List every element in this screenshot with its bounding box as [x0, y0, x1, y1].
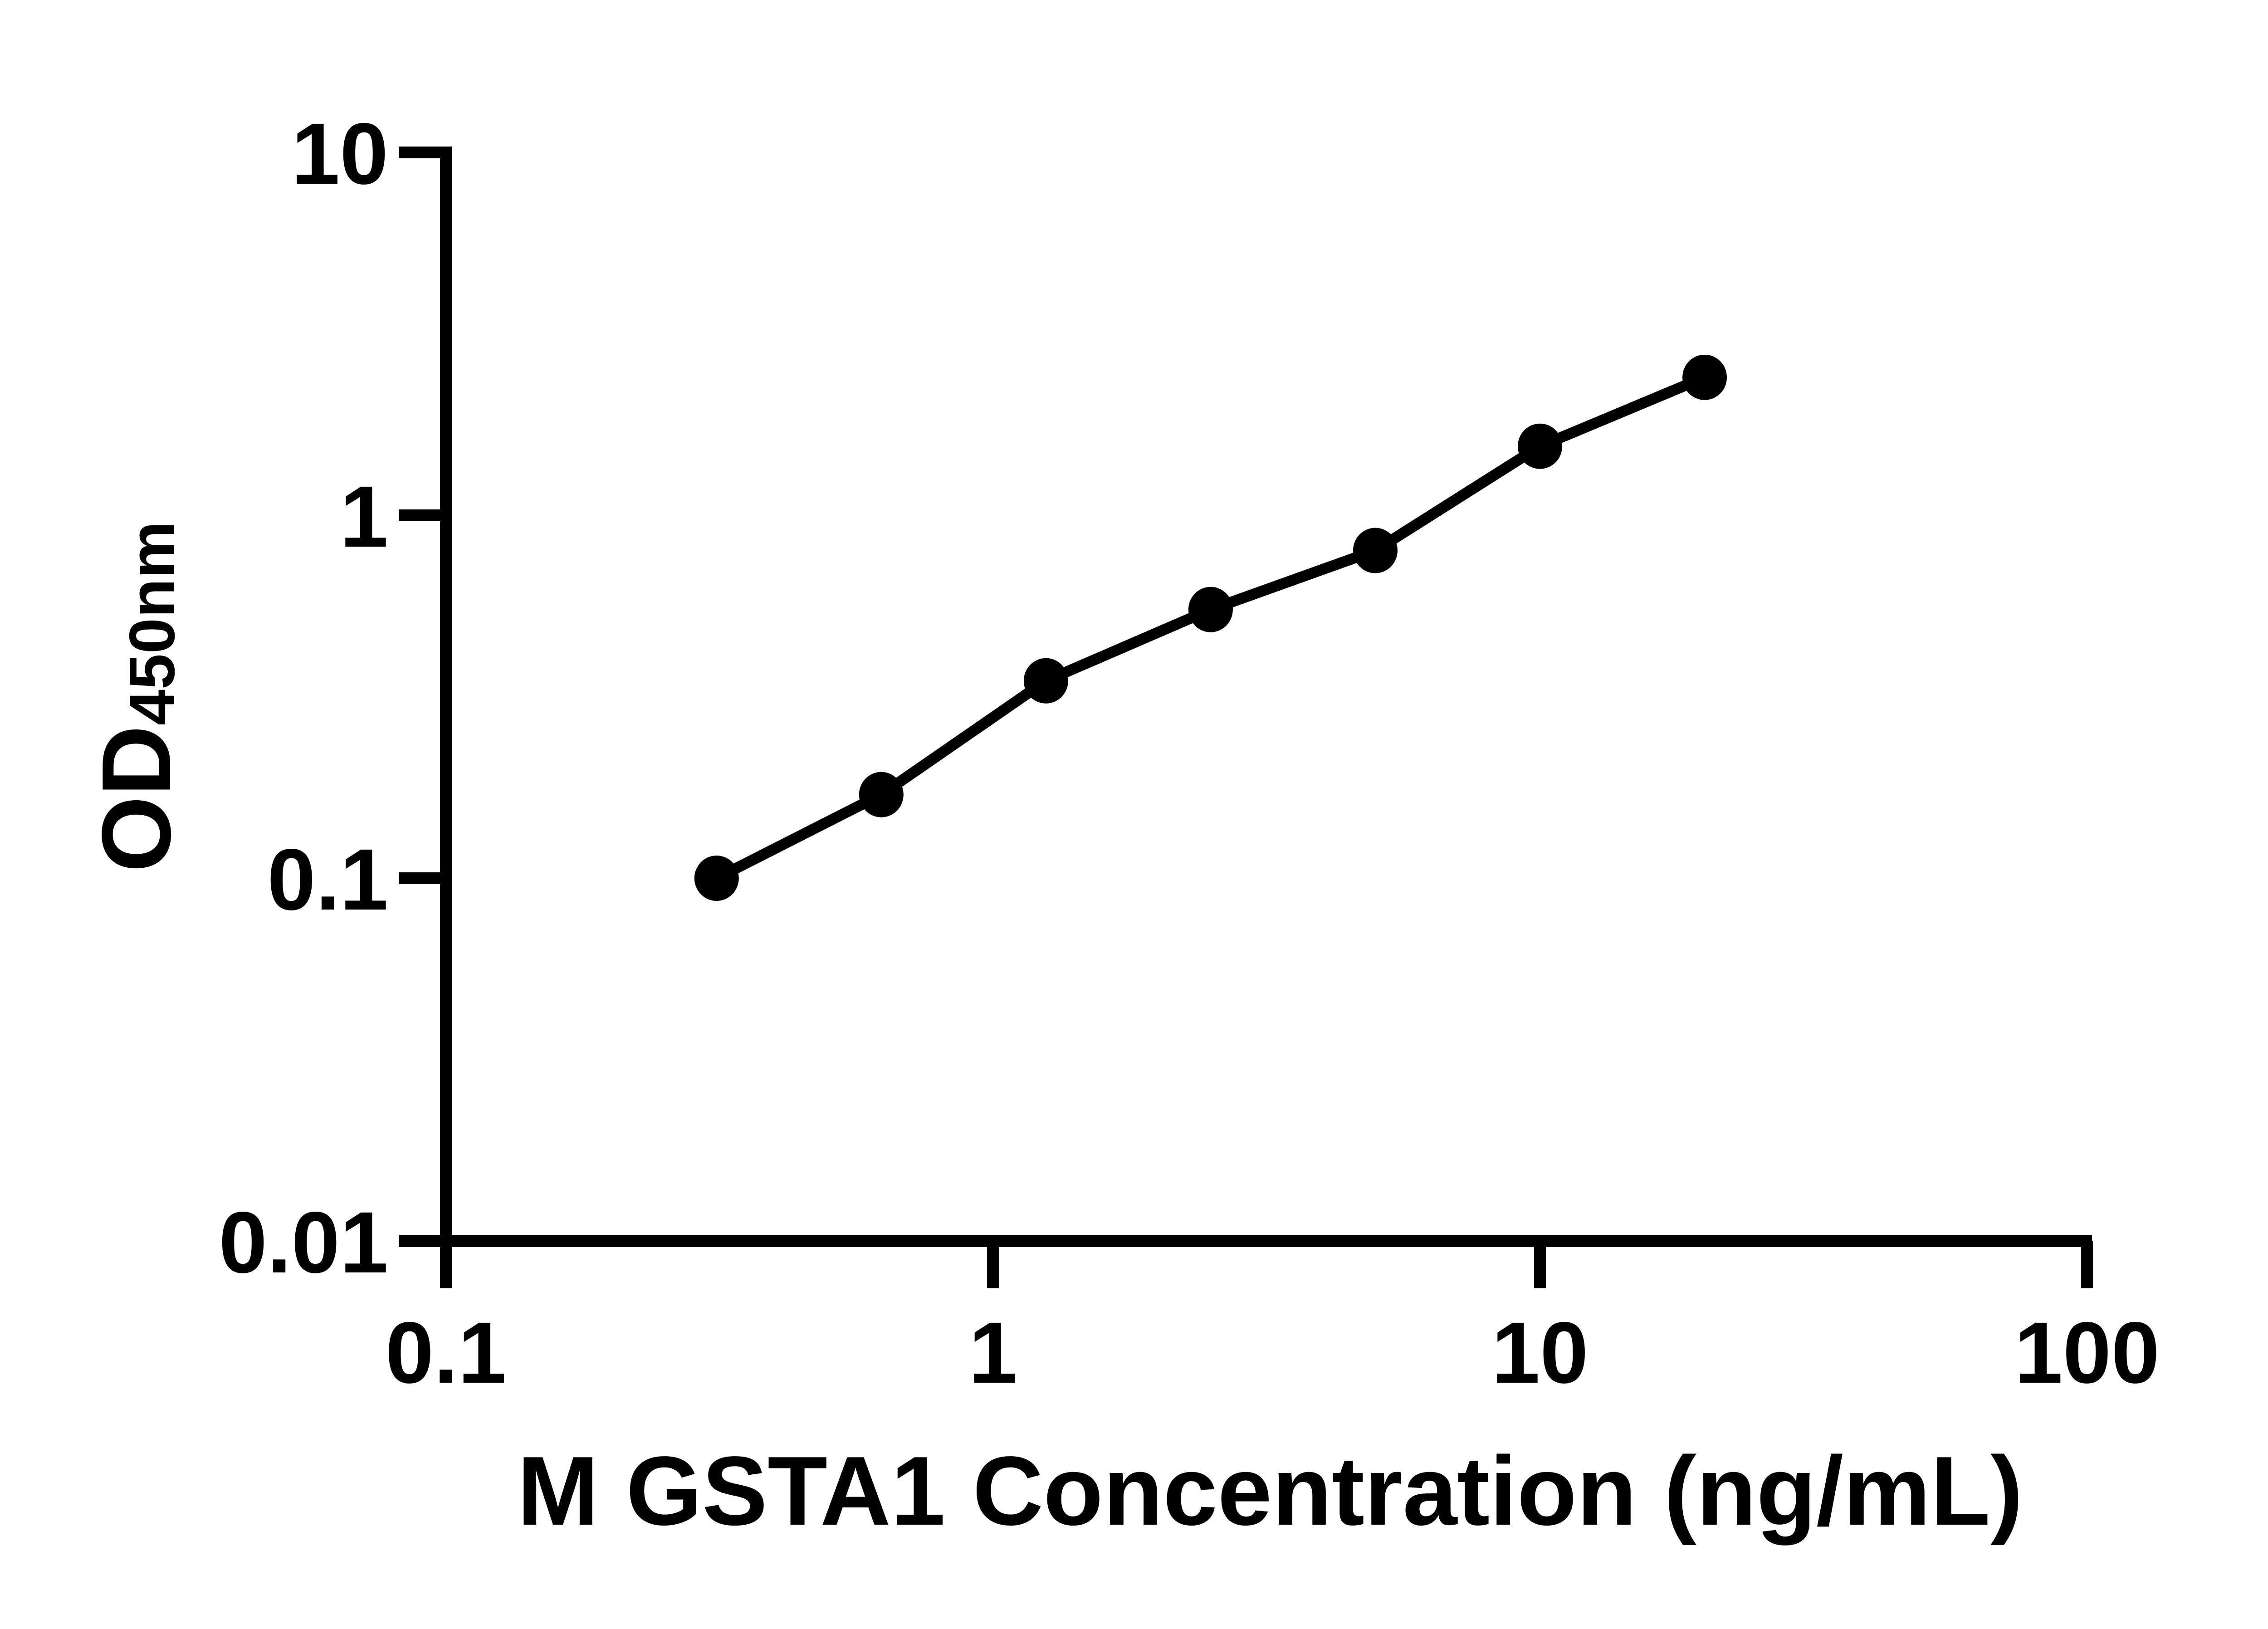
x-tick-label: 100 — [2014, 1304, 2160, 1401]
y-tick-label: 0.1 — [267, 831, 388, 928]
x-tick-label: 0.1 — [386, 1304, 507, 1401]
y-tick-label: 0.01 — [219, 1194, 388, 1291]
x-tick-label: 10 — [1491, 1304, 1589, 1401]
data-point — [1682, 354, 1727, 400]
data-point — [1023, 658, 1068, 704]
data-point — [859, 772, 904, 817]
y-tick-label: 1 — [340, 468, 388, 565]
data-point — [1518, 423, 1562, 469]
y-axis-title: OD450nm — [81, 521, 191, 872]
x-axis-title: M GSTA1 Concentration (ng/mL) — [517, 1436, 2023, 1546]
data-point — [1353, 528, 1398, 573]
x-tick-label: 1 — [969, 1304, 1017, 1401]
y-tick-label: 10 — [291, 105, 388, 202]
y-axis-title-main: OD — [81, 725, 191, 872]
data-point — [694, 856, 739, 901]
data-point — [1188, 587, 1233, 632]
y-axis-title-subscript: 450nm — [116, 521, 188, 725]
